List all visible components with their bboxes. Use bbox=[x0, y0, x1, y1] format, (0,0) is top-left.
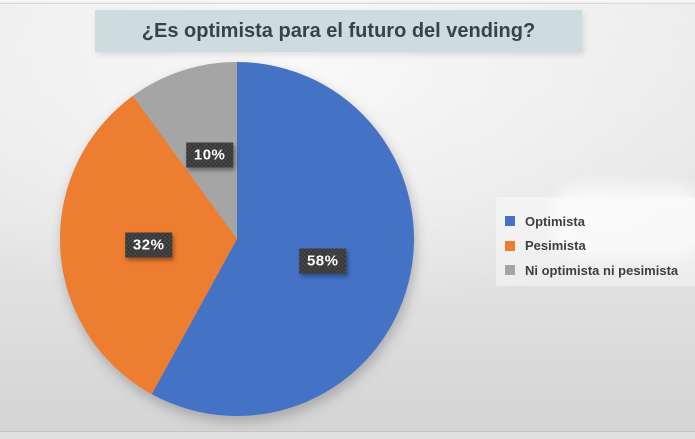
legend-swatch-optimista bbox=[505, 216, 515, 226]
legend-label-optimista: Optimista bbox=[525, 213, 585, 229]
legend-item-ni-optimista-ni-pesimista: Ni optimista ni pesimista bbox=[505, 262, 695, 279]
pie-slice-ni-optimista-ni-pesimista bbox=[132, 62, 237, 239]
chart-legend: Optimista Pesimista Ni optimista ni pesi… bbox=[496, 197, 695, 286]
slide-top-edge bbox=[0, 0, 695, 4]
chart-title-box: ¿Es optimista para el futuro del vending… bbox=[95, 10, 582, 52]
legend-item-pesimista: Pesimista bbox=[505, 237, 695, 254]
chart-title: ¿Es optimista para el futuro del vending… bbox=[141, 19, 536, 42]
pie-slice-optimista bbox=[151, 62, 414, 416]
legend-swatch-ni-optimista-ni-pesimista bbox=[505, 265, 515, 275]
pie-slice-label-optimista: 58% bbox=[299, 249, 347, 274]
background-highlight bbox=[548, 184, 695, 260]
legend-item-optimista: Optimista bbox=[505, 213, 695, 230]
legend-label-ni-optimista-ni-pesimista: Ni optimista ni pesimista bbox=[525, 262, 679, 278]
legend-swatch-pesimista bbox=[505, 240, 515, 251]
slide-bottom-edge bbox=[0, 431, 695, 439]
pie-slice-label-ni-optimista-ni-pesimista: 10% bbox=[186, 142, 234, 167]
legend-label-pesimista: Pesimista bbox=[525, 238, 586, 253]
pie-slice-label-pesimista: 32% bbox=[125, 232, 173, 257]
